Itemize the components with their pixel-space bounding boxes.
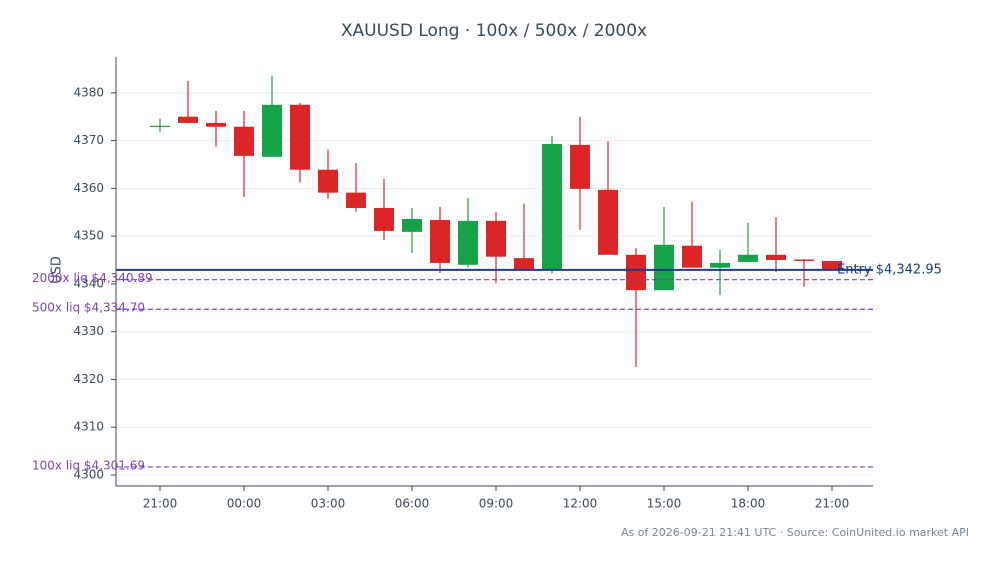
- footnote: As of 2026-09-21 21:41 UTC · Source: Coi…: [621, 526, 969, 539]
- x-tick-label: 21:00: [143, 497, 178, 511]
- x-tick-label: 21:00: [815, 497, 850, 511]
- candle-body: [206, 122, 226, 127]
- candle-body: [262, 104, 282, 157]
- reference-label: 500x liq $4,334.70: [32, 301, 145, 315]
- y-tick-label: 4370: [73, 133, 104, 147]
- candle-body: [234, 126, 254, 156]
- x-tick-label: 06:00: [395, 497, 430, 511]
- y-tick-label: 4330: [73, 324, 104, 338]
- candle-body: [318, 169, 338, 193]
- y-axis-label: USD: [50, 256, 65, 284]
- candle-body: [710, 262, 730, 268]
- candle-body: [682, 245, 702, 268]
- candle-body: [458, 220, 478, 265]
- x-tick-label: 15:00: [647, 497, 682, 511]
- y-tick-label: 4340: [73, 276, 104, 290]
- x-tick-label: 09:00: [479, 497, 514, 511]
- candle-body: [822, 260, 842, 271]
- y-tick-label: 4320: [73, 372, 104, 386]
- y-tick-label: 4350: [73, 229, 104, 243]
- candle-body: [178, 116, 198, 123]
- candle-body: [794, 259, 814, 261]
- x-tick-label: 03:00: [311, 497, 346, 511]
- candle-body: [766, 254, 786, 261]
- y-tick-label: 4380: [73, 85, 104, 99]
- reference-label: 100x liq $4,301.69: [32, 458, 145, 472]
- candle-body: [542, 143, 562, 270]
- candle-body: [402, 218, 422, 232]
- candle-body: [598, 189, 618, 255]
- x-tick-label: 12:00: [563, 497, 598, 511]
- reference-label: Entry $4,342.95: [837, 262, 942, 277]
- candle-body: [570, 144, 590, 189]
- reference-label: 2000x liq $4,340.89: [32, 271, 153, 285]
- y-tick-label: 4300: [73, 468, 104, 482]
- candle-body: [346, 192, 366, 208]
- candle-body: [738, 254, 758, 262]
- y-tick-label: 4310: [73, 420, 104, 434]
- candle-body: [150, 125, 170, 127]
- candle-body: [514, 258, 534, 270]
- chart-title: XAUUSD Long · 100x / 500x / 2000x: [341, 21, 647, 41]
- x-tick-label: 00:00: [227, 497, 262, 511]
- y-tick-label: 4360: [73, 181, 104, 195]
- candle-body: [290, 104, 310, 170]
- x-tick-label: 18:00: [731, 497, 766, 511]
- candle-body: [486, 220, 506, 257]
- candle-body: [374, 207, 394, 231]
- candle-body: [430, 219, 450, 263]
- candle-body: [626, 254, 646, 291]
- candle-body: [654, 244, 674, 291]
